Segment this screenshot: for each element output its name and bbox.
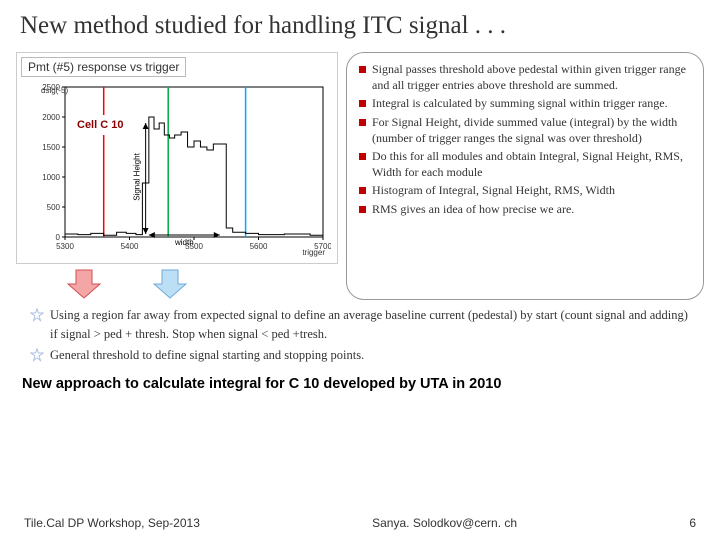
bullet-item: RMS gives an idea of how precise we are. bbox=[359, 201, 693, 217]
bullet-panel: Signal passes threshold above pedestal w… bbox=[346, 52, 704, 300]
bullet-text: Do this for all modules and obtain Integ… bbox=[372, 148, 693, 180]
bottom-note: New approach to calculate integral for C… bbox=[0, 370, 720, 392]
chart-caption: Pmt (#5) response vs trigger bbox=[21, 57, 186, 77]
bullet-item: Do this for all modules and obtain Integ… bbox=[359, 148, 693, 180]
svg-text:width: width bbox=[174, 238, 194, 247]
star-icon bbox=[30, 348, 44, 362]
chart-panel: Pmt (#5) response vs trigger 0 500 1000 150… bbox=[16, 52, 338, 300]
bullet-text: Histogram of Integral, Signal Height, RM… bbox=[372, 182, 693, 198]
svg-text:1000: 1000 bbox=[42, 173, 60, 182]
svg-text:0: 0 bbox=[56, 233, 61, 242]
footer-right: 6 bbox=[689, 516, 696, 530]
plot-area: 0500100015002000250053005400550056005700… bbox=[31, 79, 331, 259]
svg-text:500: 500 bbox=[47, 203, 61, 212]
svg-text:2000: 2000 bbox=[42, 113, 60, 122]
lower-line-text: General threshold to define signal start… bbox=[50, 346, 364, 365]
bullet-item: Integral is calculated by summing signal… bbox=[359, 95, 693, 111]
svg-text:1500: 1500 bbox=[42, 143, 60, 152]
lower-line: Using a region far away from expected si… bbox=[30, 306, 690, 344]
lower-line: General threshold to define signal start… bbox=[30, 346, 690, 365]
svg-text:5600: 5600 bbox=[250, 242, 268, 251]
footer: Tile.Cal DP Workshop, Sep-2013 Sanya. So… bbox=[0, 516, 720, 530]
footer-center: Sanya. Solodkov@cern. ch bbox=[372, 516, 517, 530]
bullet-text: Signal passes threshold above pedestal w… bbox=[372, 61, 693, 93]
arrows-row bbox=[16, 268, 338, 300]
lower-block: Using a region far away from expected si… bbox=[0, 300, 720, 370]
bullet-text: Integral is calculated by summing signal… bbox=[372, 95, 693, 111]
svg-text:5300: 5300 bbox=[56, 242, 74, 251]
cell-label: Cell C 10 bbox=[71, 115, 129, 135]
bullet-text: RMS gives an idea of how precise we are. bbox=[372, 201, 693, 217]
star-icon bbox=[30, 308, 44, 322]
down-arrow-right bbox=[152, 268, 188, 300]
square-bullet-icon bbox=[359, 119, 366, 126]
bullet-item: Signal passes threshold above pedestal w… bbox=[359, 61, 693, 93]
square-bullet-icon bbox=[359, 206, 366, 213]
lower-line-text: Using a region far away from expected si… bbox=[50, 306, 690, 344]
footer-left: Tile.Cal DP Workshop, Sep-2013 bbox=[24, 516, 200, 530]
svg-text:Signal Height: Signal Height bbox=[133, 152, 142, 200]
bullet-text: For Signal Height, divide summed value (… bbox=[372, 114, 693, 146]
slide-title: New method studied for handling ITC sign… bbox=[20, 12, 700, 40]
square-bullet-icon bbox=[359, 187, 366, 194]
down-arrow-left bbox=[66, 268, 102, 300]
svg-text:trigger: trigger bbox=[302, 248, 325, 257]
square-bullet-icon bbox=[359, 153, 366, 160]
bullet-item: For Signal Height, divide summed value (… bbox=[359, 114, 693, 146]
square-bullet-icon bbox=[359, 100, 366, 107]
svg-text:5400: 5400 bbox=[121, 242, 139, 251]
square-bullet-icon bbox=[359, 66, 366, 73]
bullet-item: Histogram of Integral, Signal Height, RM… bbox=[359, 182, 693, 198]
svg-text:dsig(-5): dsig(-5) bbox=[41, 86, 68, 95]
